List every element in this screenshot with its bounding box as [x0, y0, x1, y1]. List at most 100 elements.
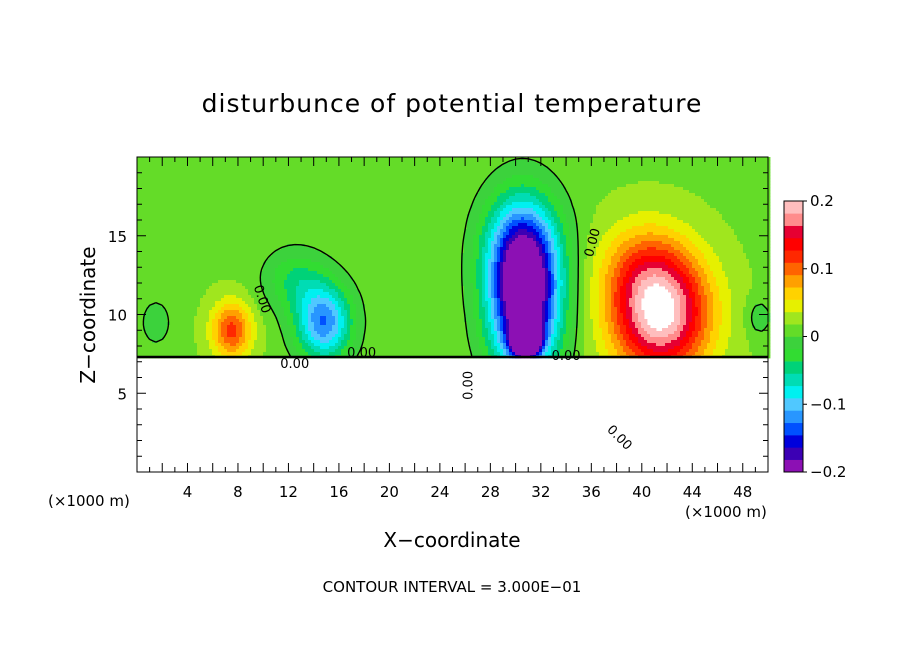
- field-cell: [164, 349, 168, 353]
- field-cell: [299, 184, 303, 188]
- field-cell: [263, 244, 267, 248]
- field-cell: [272, 247, 276, 251]
- field-cell: [356, 322, 360, 326]
- field-cell: [206, 172, 210, 176]
- field-cell: [290, 226, 294, 230]
- field-cell: [239, 208, 243, 212]
- field-cell: [356, 241, 360, 245]
- field-cell: [329, 163, 333, 167]
- field-cell: [158, 157, 162, 161]
- field-cell: [200, 280, 204, 284]
- field-cell: [200, 301, 204, 305]
- field-cell: [173, 202, 177, 206]
- field-cell: [350, 286, 354, 290]
- field-cell: [182, 253, 186, 257]
- field-cell: [146, 178, 150, 182]
- field-cell: [299, 211, 303, 215]
- field-cell: [260, 196, 264, 200]
- field-cell: [350, 295, 354, 299]
- field-cell: [161, 328, 165, 332]
- field-cell: [281, 235, 285, 239]
- field-cell: [224, 328, 228, 332]
- field-cell: [260, 193, 264, 197]
- field-cell: [233, 340, 237, 344]
- field-cell: [275, 265, 279, 269]
- field-cell: [158, 169, 162, 173]
- field-cell: [332, 157, 336, 161]
- field-cell: [149, 307, 153, 311]
- field-cell: [245, 337, 249, 341]
- field-cell: [287, 313, 291, 317]
- field-cell: [350, 199, 354, 203]
- field-cell: [242, 244, 246, 248]
- field-cell: [164, 184, 168, 188]
- field-cell: [206, 283, 210, 287]
- field-cell: [164, 172, 168, 176]
- field-cell: [263, 223, 267, 227]
- field-cell: [242, 226, 246, 230]
- field-cell: [221, 160, 225, 164]
- field-cell: [191, 322, 195, 326]
- field-cell: [308, 205, 312, 209]
- field-cell: [185, 271, 189, 275]
- field-cell: [182, 295, 186, 299]
- field-cell: [263, 220, 267, 224]
- field-cell: [176, 202, 180, 206]
- field-cell: [185, 238, 189, 242]
- field-cell: [296, 343, 300, 347]
- field-cell: [356, 301, 360, 305]
- field-cell: [230, 271, 234, 275]
- field-cell: [197, 289, 201, 293]
- field-cell: [356, 313, 360, 317]
- field-cell: [257, 208, 261, 212]
- field-cell: [191, 349, 195, 353]
- field-cell: [308, 163, 312, 167]
- field-cell: [275, 247, 279, 251]
- field-cell: [329, 226, 333, 230]
- field-cell: [296, 187, 300, 191]
- field-cell: [278, 262, 282, 266]
- field-cell: [323, 244, 327, 248]
- field-cell: [239, 313, 243, 317]
- field-cell: [203, 214, 207, 218]
- field-cell: [287, 232, 291, 236]
- field-cell: [137, 235, 141, 239]
- field-cell: [149, 238, 153, 242]
- field-cell: [356, 184, 360, 188]
- field-cell: [155, 172, 159, 176]
- field-cell: [320, 220, 324, 224]
- field-cell: [248, 193, 252, 197]
- field-cell: [260, 262, 264, 266]
- field-cell: [221, 208, 225, 212]
- field-cell: [335, 352, 339, 356]
- field-cell: [206, 340, 210, 344]
- field-cell: [275, 286, 279, 290]
- field-cell: [152, 208, 156, 212]
- field-cell: [143, 253, 147, 257]
- field-cell: [212, 205, 216, 209]
- field-cell: [242, 319, 246, 323]
- field-cell: [350, 181, 354, 185]
- field-cell: [347, 250, 351, 254]
- field-cell: [221, 286, 225, 290]
- field-cell: [293, 208, 297, 212]
- field-cell: [167, 223, 171, 227]
- field-cell: [206, 184, 210, 188]
- field-cell: [248, 286, 252, 290]
- field-cell: [206, 229, 210, 233]
- field-cell: [182, 244, 186, 248]
- field-cell: [263, 166, 267, 170]
- field-cell: [335, 316, 339, 320]
- field-cell: [341, 232, 345, 236]
- field-cell: [353, 256, 357, 260]
- field-cell: [161, 217, 165, 221]
- field-cell: [278, 187, 282, 191]
- field-cell: [335, 331, 339, 335]
- field-cell: [293, 313, 297, 317]
- field-cell: [350, 316, 354, 320]
- field-cell: [338, 304, 342, 308]
- field-cell: [347, 229, 351, 233]
- field-cell: [353, 166, 357, 170]
- field-cell: [296, 271, 300, 275]
- field-cell: [260, 172, 264, 176]
